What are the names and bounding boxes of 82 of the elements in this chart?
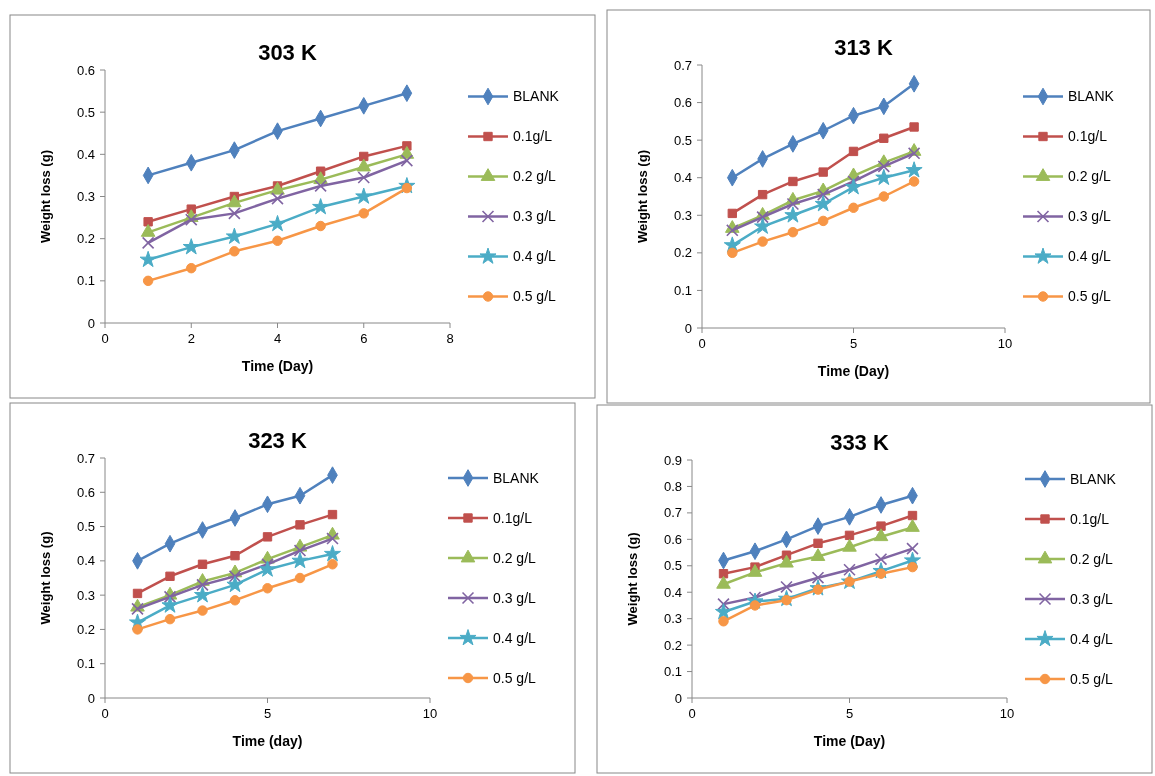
y-tick-label: 0.4 [673, 170, 692, 186]
y-tick-label: 0.6 [76, 484, 95, 500]
y-axis-title: Weight loss (g) [635, 150, 650, 243]
x-tick-label: 10 [997, 336, 1013, 351]
x-tick-label: 5 [845, 706, 854, 721]
y-tick-label: 0.7 [663, 505, 682, 521]
y-tick-label: 0.5 [673, 132, 692, 148]
x-tick-label: 0 [101, 706, 109, 721]
y-tick-label: 0.3 [76, 189, 95, 205]
legend-label: 0.4 g/L [513, 248, 557, 265]
chart-title: 303 K [258, 40, 317, 65]
y-tick-label: 0.6 [663, 531, 682, 547]
y-axis-title: Weight loss (g) [38, 531, 53, 625]
y-tick-label: 0.7 [76, 450, 95, 466]
y-tick-label: 0.8 [663, 478, 682, 494]
legend-label: 0.2 g/L [1070, 550, 1114, 567]
x-tick-label: 5 [849, 336, 858, 351]
legend-label: 0.5 g/L [1070, 670, 1114, 687]
legend-label: 0.1g/L [493, 509, 533, 526]
x-tick-label: 4 [273, 331, 282, 346]
y-tick-label: 0.1 [673, 282, 692, 298]
y-tick-label: 0.3 [663, 611, 682, 627]
x-tick-label: 10 [422, 706, 438, 721]
y-tick-label: 0.6 [76, 62, 95, 78]
legend-label: 0.3 g/L [493, 589, 537, 606]
x-axis-title: Time (day) [232, 733, 303, 749]
legend-label: BLANK [1070, 470, 1117, 487]
y-axis-title: Weight loss (g) [38, 150, 53, 243]
y-tick-label: 0.2 [76, 231, 95, 247]
x-tick-label: 6 [360, 331, 368, 346]
y-axis-title: Weight loss (g) [625, 532, 640, 626]
x-axis-title: Time (Day) [813, 733, 886, 749]
legend-label: 0.1g/L [513, 128, 553, 145]
x-tick-label: 0 [101, 331, 109, 346]
y-tick-label: 0.4 [76, 146, 95, 162]
y-tick-label: 0.1 [76, 273, 95, 289]
chart-title: 333 K [830, 430, 889, 455]
x-tick-label: 2 [187, 331, 195, 346]
legend-label: 0.3 g/L [1070, 590, 1114, 607]
x-tick-label: 0 [698, 336, 706, 351]
legend-label: 0.1g/L [1068, 128, 1108, 145]
x-tick-label: 5 [263, 706, 272, 721]
y-tick-label: 0.1 [76, 656, 95, 672]
y-tick-label: 0.4 [76, 553, 95, 569]
legend-label: 0.5 g/L [513, 288, 557, 305]
y-tick-label: 0.5 [663, 558, 682, 574]
y-tick-label: 0.2 [673, 245, 692, 261]
x-axis-title: Time (Day) [817, 363, 890, 379]
y-tick-label: 0.3 [673, 207, 692, 223]
x-tick-label: 8 [446, 331, 454, 346]
y-tick-label: 0.7 [673, 57, 692, 73]
y-tick-label: 0 [87, 690, 95, 706]
legend-label: 0.5 g/L [493, 669, 537, 686]
y-tick-label: 0 [674, 690, 682, 706]
x-axis-title: Time (Day) [241, 358, 314, 374]
y-tick-label: 0.2 [76, 621, 95, 637]
chart-title: 323 K [248, 428, 307, 453]
legend-label: 0.2 g/L [513, 168, 557, 185]
legend-label: 0.4 g/L [1070, 630, 1114, 647]
y-tick-label: 0 [87, 315, 95, 331]
legend-label: 0.2 g/L [1068, 168, 1112, 185]
legend-label: 0.1g/L [1070, 510, 1110, 527]
legend-label: BLANK [1068, 88, 1115, 105]
y-tick-label: 0.4 [663, 584, 682, 600]
legend-label: 0.2 g/L [493, 549, 537, 566]
x-tick-label: 10 [999, 706, 1015, 721]
y-tick-label: 0.5 [76, 104, 95, 120]
legend-label: 0.5 g/L [1068, 288, 1112, 305]
y-tick-label: 0 [684, 320, 692, 336]
y-tick-label: 0.2 [663, 637, 682, 653]
y-tick-label: 0.6 [673, 95, 692, 111]
legend-label: 0.4 g/L [1068, 248, 1112, 265]
y-tick-label: 0.9 [663, 452, 682, 468]
legend-label: 0.3 g/L [1068, 208, 1112, 225]
y-tick-label: 0.1 [663, 664, 682, 680]
y-tick-label: 0.5 [76, 519, 95, 535]
chart-title: 313 K [834, 35, 893, 60]
legend-label: BLANK [493, 469, 540, 486]
legend-label: 0.4 g/L [493, 629, 537, 646]
legend-label: 0.3 g/L [513, 208, 557, 225]
y-tick-label: 0.3 [76, 587, 95, 603]
legend-label: BLANK [513, 88, 560, 105]
